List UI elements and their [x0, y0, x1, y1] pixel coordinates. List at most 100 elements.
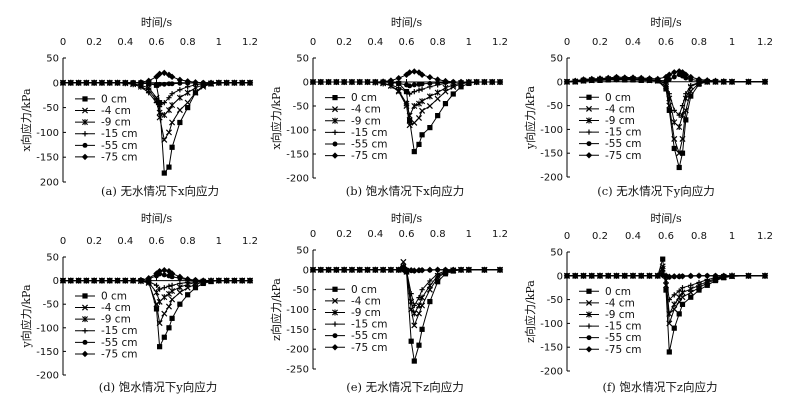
legend: 0 cm-4 cm-9 cm-15 cm-55 cm-75 cm — [325, 284, 388, 354]
data-point — [666, 107, 672, 113]
legend-label: 0 cm — [101, 290, 127, 302]
data-point — [418, 71, 426, 78]
x-tick-label: 0.6 — [149, 37, 165, 48]
panel-caption: (f) 饱水情况下z向应力 — [603, 380, 718, 394]
data-point — [239, 277, 246, 284]
legend-label: -75 cm — [605, 344, 642, 356]
data-point — [442, 101, 449, 107]
data-point — [411, 302, 417, 309]
y-tick-label: -100 — [540, 125, 563, 136]
legend-label: 0 cm — [351, 284, 377, 296]
legend-marker — [332, 95, 338, 101]
x-tick-label: 0 — [564, 231, 570, 242]
data-point — [90, 277, 98, 284]
y-tick-label: -150 — [286, 325, 309, 336]
x-tick-label: 0.4 — [367, 229, 383, 240]
data-point — [176, 94, 183, 101]
data-point — [59, 277, 67, 284]
data-point — [728, 78, 736, 85]
data-point — [426, 93, 433, 100]
panel-caption: (e) 无水情况下z向应力 — [346, 380, 464, 394]
data-point — [406, 112, 413, 119]
y-tick-label: 200 — [40, 178, 59, 189]
data-point — [473, 78, 480, 86]
y-tick-label: 50 — [296, 54, 309, 65]
legend-marker — [585, 152, 593, 159]
legend-marker — [82, 293, 88, 299]
x-tick-label: 0 — [60, 236, 66, 247]
data-point — [434, 266, 441, 274]
data-point — [426, 102, 433, 110]
legend-marker — [81, 107, 89, 114]
series-m75cm — [563, 272, 769, 280]
data-point — [695, 272, 703, 279]
legend-label: 0 cm — [101, 93, 127, 105]
data-point — [679, 112, 686, 119]
data-point — [419, 326, 425, 332]
y-tick-label: -150 — [36, 347, 59, 358]
data-point — [419, 107, 426, 114]
data-point — [169, 91, 175, 97]
legend-label: -9 cm — [605, 309, 635, 321]
data-point — [407, 117, 413, 123]
y-tick-label: -150 — [540, 343, 563, 354]
data-point — [153, 73, 160, 81]
x-tick-label: 0.4 — [625, 37, 641, 48]
legend-marker — [585, 105, 593, 112]
x-tick-label: 0 — [60, 37, 66, 48]
y-tick-label: 50 — [550, 54, 563, 65]
panel-caption: (c) 无水情况下y向应力 — [597, 184, 715, 198]
panel-caption: (d) 饱水情况下y向应力 — [99, 380, 218, 394]
data-point — [153, 100, 160, 106]
x-tick-label: 1.2 — [757, 37, 773, 48]
data-point — [696, 279, 702, 286]
data-point — [434, 76, 441, 83]
data-point — [419, 132, 425, 138]
data-point — [129, 277, 137, 284]
data-point — [621, 74, 628, 81]
data-point — [372, 78, 379, 86]
legend-marker — [332, 309, 338, 316]
data-point — [137, 276, 145, 284]
data-point — [434, 95, 441, 102]
data-point — [682, 71, 689, 78]
x-tick-label: 1 — [216, 37, 222, 48]
data-point — [688, 282, 694, 288]
data-point — [563, 78, 571, 85]
y-tick-label: -150 — [286, 150, 309, 161]
data-point — [161, 136, 168, 143]
data-point — [654, 272, 661, 279]
legend-label: -15 cm — [605, 127, 642, 139]
data-point — [407, 83, 413, 89]
y-tick-label: -200 — [540, 367, 563, 378]
series-m75cm — [59, 69, 254, 86]
data-point — [169, 282, 175, 288]
data-point — [411, 89, 417, 95]
data-point — [67, 79, 74, 86]
x-tick-label: 0.6 — [658, 231, 674, 242]
data-point — [340, 266, 348, 274]
data-point — [588, 75, 595, 83]
data-point — [666, 310, 673, 317]
data-point — [168, 270, 176, 277]
y-axis-title: z向应力/kPa — [269, 278, 283, 341]
data-point — [156, 298, 163, 305]
data-point — [419, 81, 425, 87]
data-point — [671, 135, 678, 142]
data-point — [411, 322, 418, 329]
data-point — [169, 81, 175, 87]
data-point — [457, 78, 465, 86]
x-tick-label: 1.2 — [492, 229, 508, 240]
data-point — [408, 338, 414, 344]
data-point — [114, 277, 121, 284]
legend-label: -9 cm — [605, 115, 635, 127]
data-point — [426, 74, 434, 81]
legend-label: -75 cm — [605, 150, 642, 162]
data-point — [106, 277, 113, 284]
data-point — [481, 78, 488, 86]
data-point — [169, 315, 175, 321]
data-point — [333, 78, 340, 86]
data-point — [98, 79, 106, 86]
data-point — [761, 78, 769, 85]
y-tick-label: -200 — [540, 173, 563, 184]
